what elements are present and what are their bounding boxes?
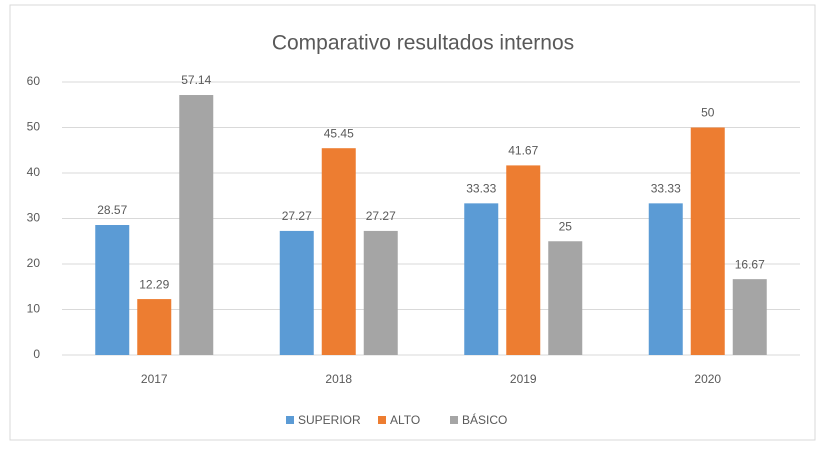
bar (506, 165, 541, 355)
y-tick-label: 30 (27, 211, 41, 225)
data-label: 33.33 (466, 182, 496, 196)
data-label: 50 (701, 106, 715, 120)
bar (321, 148, 356, 355)
data-label: 41.67 (508, 144, 538, 158)
legend-label: ALTO (390, 413, 420, 427)
chart-title: Comparativo resultados internos (272, 32, 574, 55)
data-label: 57.14 (181, 73, 211, 87)
bar (363, 230, 398, 355)
y-tick-label: 20 (27, 256, 41, 270)
y-tick-label: 0 (33, 347, 40, 361)
legend-swatch (450, 416, 458, 424)
bar (95, 225, 130, 355)
y-tick-label: 60 (27, 74, 41, 88)
data-label: 28.57 (97, 203, 127, 217)
bar (732, 279, 767, 355)
bar (179, 95, 214, 355)
legend-swatch (286, 416, 294, 424)
data-label: 16.67 (735, 257, 765, 271)
y-tick-label: 10 (27, 302, 41, 316)
bar (648, 203, 683, 355)
legend-swatch (378, 416, 386, 424)
data-label: 12.29 (139, 277, 169, 291)
data-label: 33.33 (651, 182, 681, 196)
y-tick-label: 50 (27, 120, 41, 134)
bar (548, 241, 583, 355)
bar (279, 230, 314, 355)
bar (464, 203, 499, 355)
y-tick-label: 40 (27, 165, 41, 179)
x-tick-label: 2017 (141, 372, 168, 386)
x-tick-label: 2020 (694, 372, 721, 386)
legend-label: SUPERIOR (298, 413, 361, 427)
data-label: 27.27 (282, 209, 312, 223)
data-label: 45.45 (324, 126, 354, 140)
legend-label: BÁSICO (462, 412, 507, 427)
bar (690, 127, 725, 355)
x-tick-label: 2018 (325, 372, 352, 386)
data-label: 27.27 (366, 209, 396, 223)
x-tick-label: 2019 (510, 372, 537, 386)
bar (137, 299, 172, 355)
data-label: 25 (559, 219, 573, 233)
